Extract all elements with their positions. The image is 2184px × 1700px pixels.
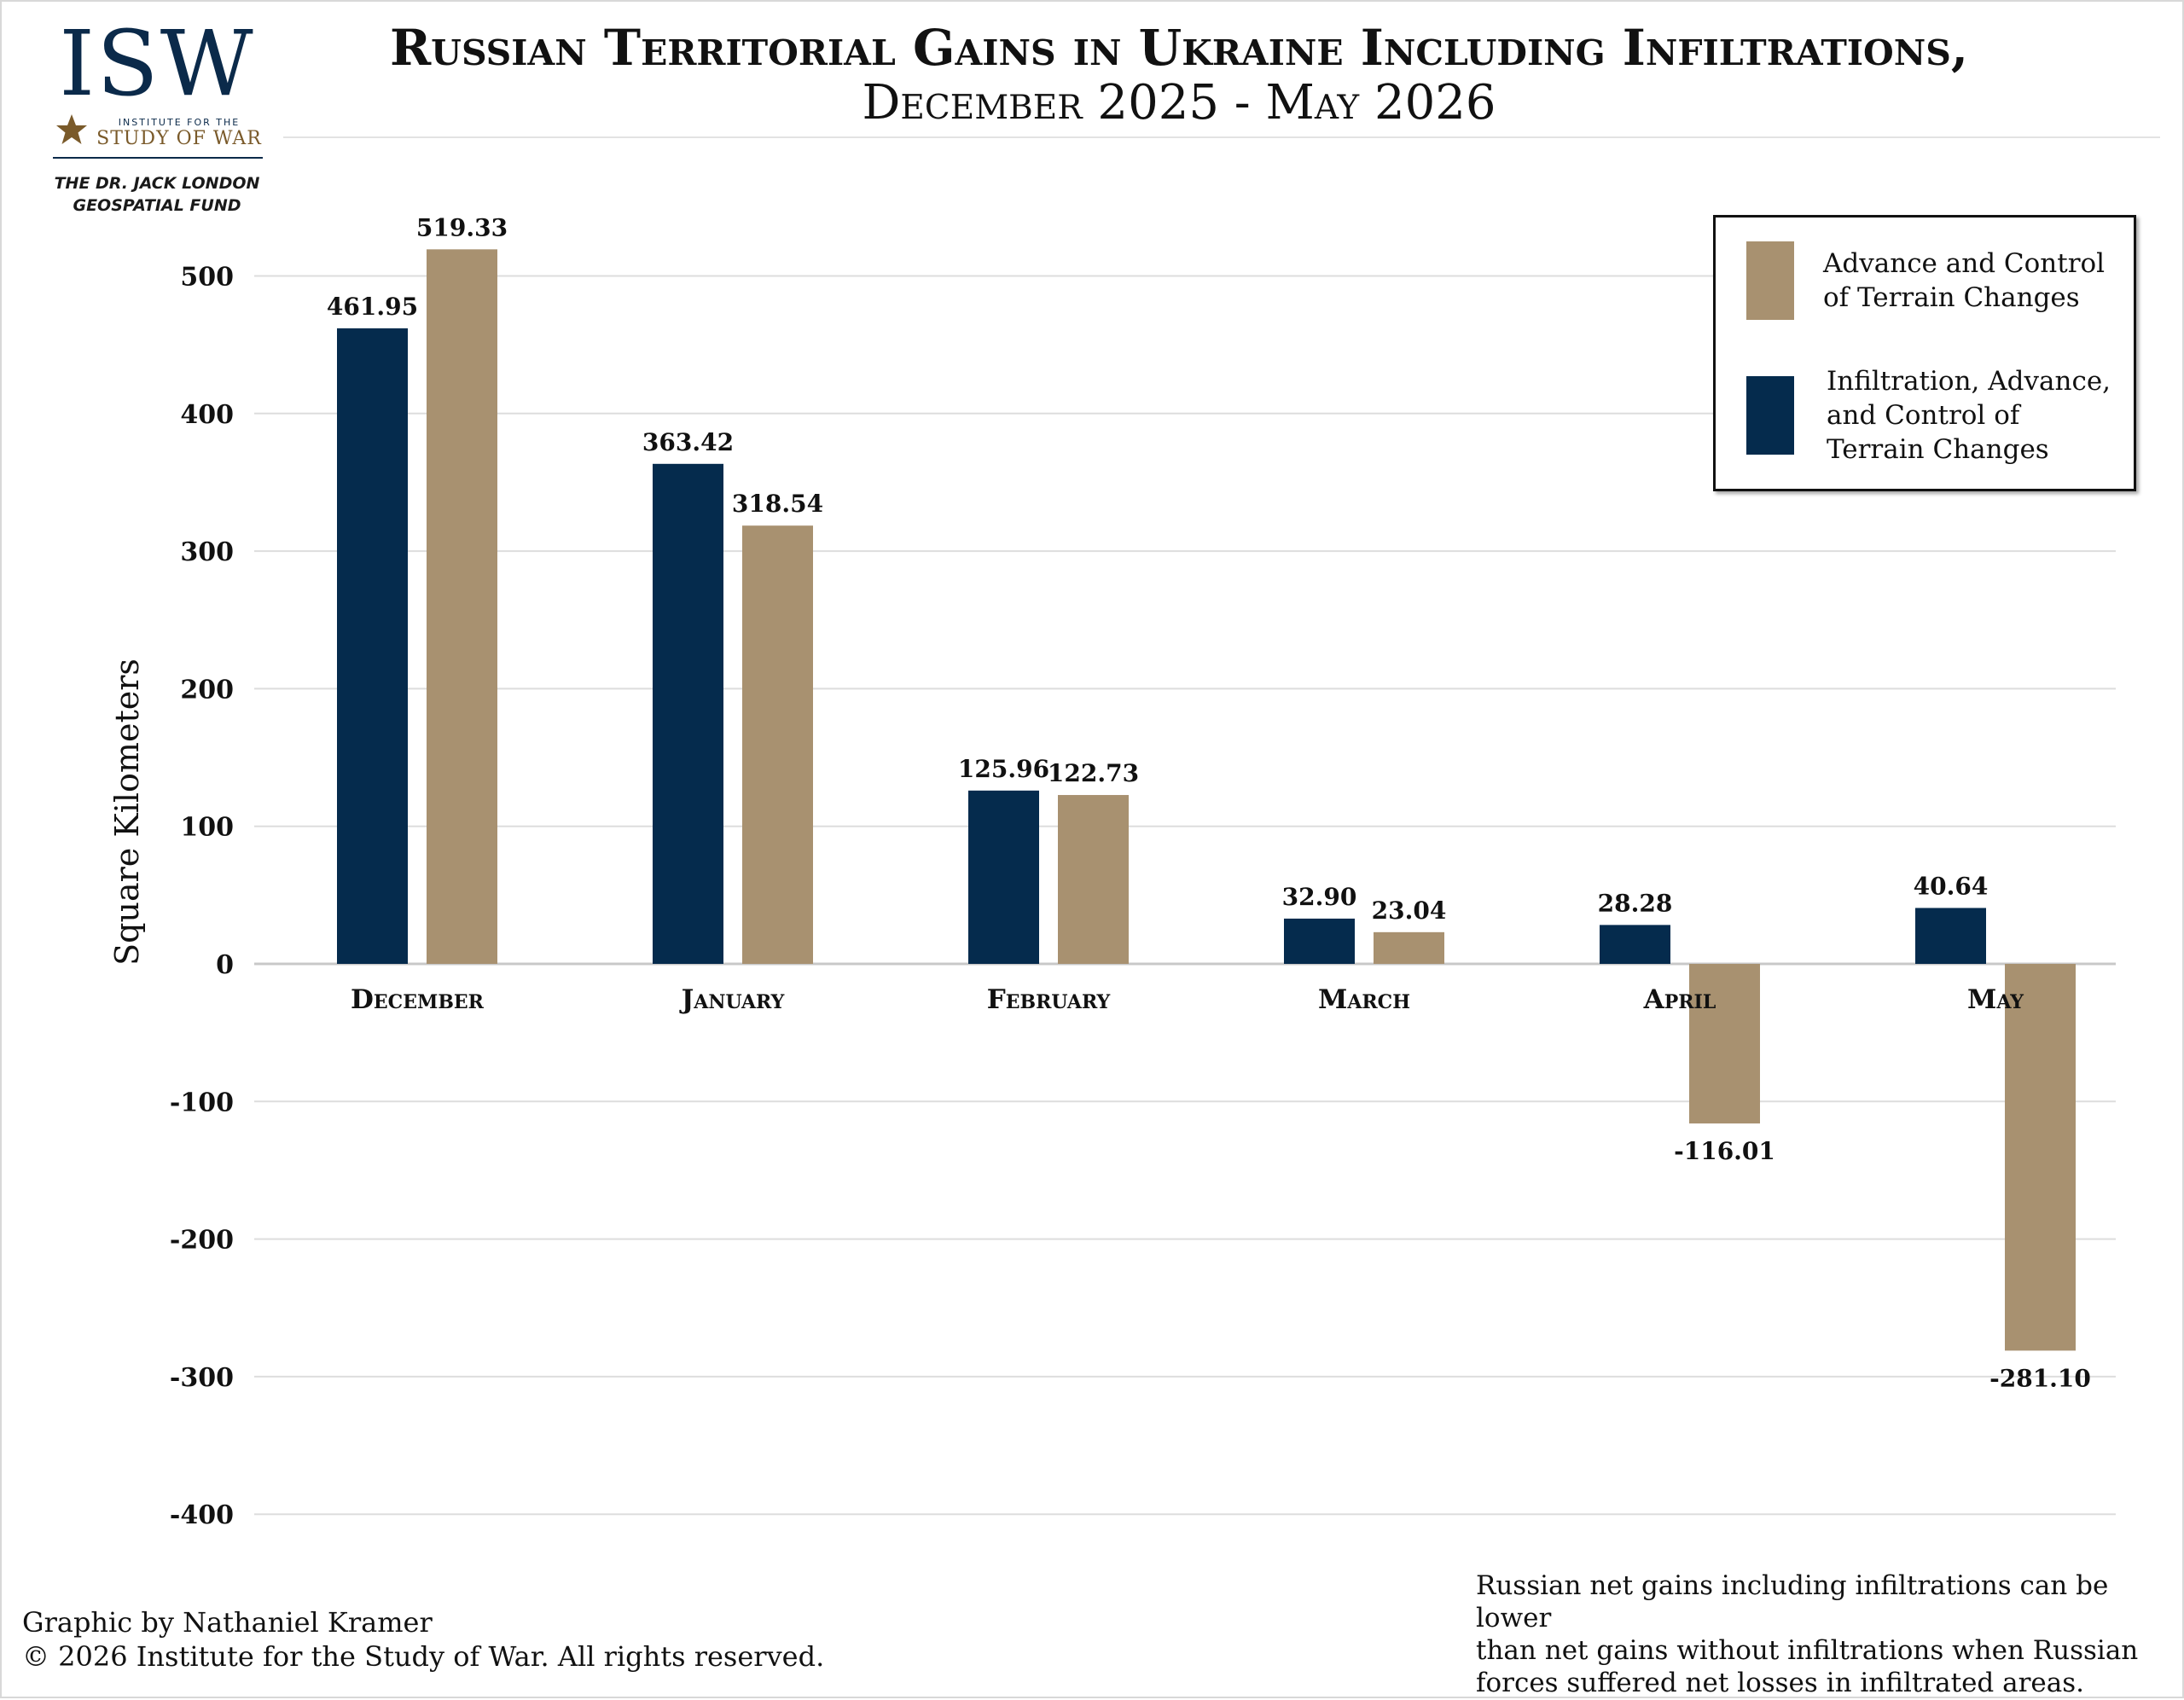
bar-infiltration-january [653,463,723,964]
legend: Advance and Control of Terrain Changes I… [1713,215,2136,491]
data-label: 461.95 [327,293,418,321]
y-tick-label: -400 [170,1500,234,1530]
bar-infiltration-april [1600,925,1670,964]
bar-advance-january [742,525,813,964]
data-label: -281.10 [1989,1364,2091,1392]
x-tick-label-december: December [351,984,485,1015]
data-label: 519.33 [416,213,508,241]
legend-tan-line1: Advance and Control [1823,248,2106,279]
footnote-line1: Russian net gains including infiltration… [1476,1570,2109,1633]
legend-navy-line3: Terrain Changes [1827,434,2049,465]
data-label: 23.04 [1372,896,1447,925]
y-axis-label: Square Kilometers [108,659,146,966]
data-label: 32.90 [1282,883,1357,911]
bar-advance-may [2005,964,2076,1351]
footnote: Russian net gains including infiltration… [1476,1569,2175,1699]
x-tick-label-may: May [1967,984,2024,1015]
legend-tan-line2: of Terrain Changes [1823,282,2080,313]
fund-credit: THE DR. JACK LONDON GEOSPATIAL FUND [46,172,268,217]
logo-divider [53,157,263,159]
star-icon [56,114,87,144]
bar-advance-march [1374,931,1444,964]
chart-title: Russian Territorial Gains in Ukraine Inc… [389,19,1969,77]
legend-label-navy: Infiltration, Advance, and Control of Te… [1827,364,2111,467]
y-tick-label: 0 [216,950,234,980]
bar-infiltration-december [337,328,408,965]
bar-advance-april [1689,964,1760,1124]
y-tick-label: -300 [170,1363,234,1393]
data-label: -116.01 [1674,1137,1775,1165]
x-tick-label-february: February [987,984,1111,1015]
y-axis-ticks: 500 400 300 200 100 0 -100 -200 -300 -400 [170,263,234,1531]
legend-swatch-tan [1746,241,1794,320]
y-tick-label: -100 [170,1088,234,1117]
x-tick-label-march: March [1318,984,1410,1015]
gridlines [254,275,2116,1516]
data-label: 363.42 [642,428,734,456]
logo-subtitle-line2: STUDY OF WAR [96,128,262,149]
y-tick-label: 500 [180,263,234,293]
bar-infiltration-march [1284,918,1355,964]
y-tick-label: 200 [180,675,234,705]
y-tick-label: 100 [180,813,234,843]
logo-subtitle-line1: INSTITUTE FOR THE [118,117,241,128]
y-tick-label: 400 [180,400,234,430]
data-label: 122.73 [1048,759,1139,787]
footnote-line3: forces suffered net losses in infiltrate… [1476,1668,2085,1698]
data-label: 318.54 [732,490,823,518]
graphic-credit: Graphic by Nathaniel Kramer © 2026 Insti… [22,1605,824,1674]
data-label: 28.28 [1598,889,1673,917]
data-label: 125.96 [958,755,1049,783]
y-tick-label: -200 [170,1226,234,1256]
x-axis-ticks: December January February March April May [351,984,2024,1015]
bar-advance-february [1058,795,1129,964]
isw-logo: ISW INSTITUTE FOR THE STUDY OF WAR THE D… [46,11,268,215]
legend-label-tan: Advance and Control of Terrain Changes [1823,247,2105,315]
fund-line1: THE DR. JACK LONDON [54,174,260,193]
x-tick-label-january: January [679,984,785,1015]
legend-navy-line1: Infiltration, Advance, [1827,366,2111,397]
bar-infiltration-may [1915,908,1986,964]
y-tick-label: 300 [180,537,234,567]
credit-copyright: © 2026 Institute for the Study of War. A… [22,1640,825,1673]
legend-navy-line2: and Control of [1827,400,2020,431]
bar-advance-december [427,249,497,965]
data-label: 40.64 [1914,872,1989,900]
title-divider [283,136,2160,138]
legend-swatch-navy [1746,376,1794,455]
footnote-line2: than net gains without infiltrations whe… [1476,1635,2139,1666]
credit-author: Graphic by Nathaniel Kramer [22,1606,433,1639]
logo-wordmark: ISW [59,11,255,116]
chart-subtitle: December 2025 - May 2026 [862,75,1496,131]
fund-line2: GEOSPATIAL FUND [73,196,241,215]
bars [337,249,2076,1351]
x-tick-label-april: April [1643,984,1716,1015]
bar-infiltration-february [968,790,1039,964]
